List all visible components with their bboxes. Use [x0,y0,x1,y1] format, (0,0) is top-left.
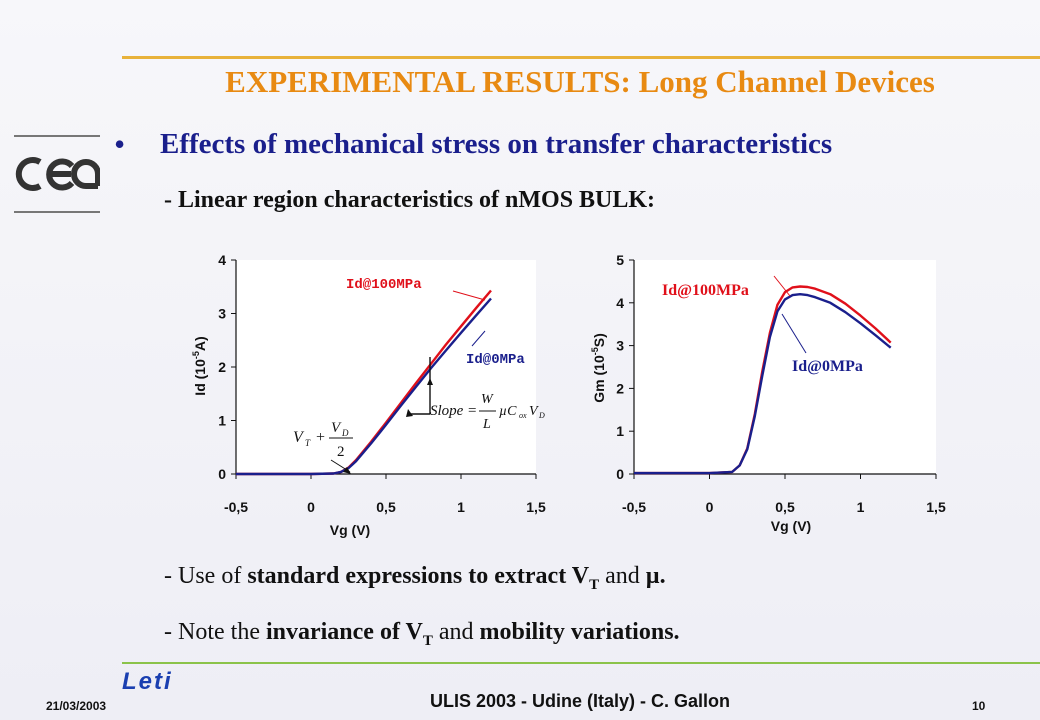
chart-gm-series-0mpa [634,293,892,475]
chart-gm-plot-area: 0 1 2 3 4 5 -0,5 0 0,5 1 1,5 [616,252,946,515]
chart-id-leader-0mpa [471,330,486,347]
chart-gm-y-tick-label: 5 [616,252,624,268]
svg-text:V: V [331,420,342,436]
chart-id-label-0mpa: Id@0MPa [466,352,525,368]
chart-id-x-tick-label: 1 [457,499,465,515]
chart-id-y-tick-label: 2 [218,359,226,375]
chart-gm-y-tick-label: 2 [616,380,624,396]
chart-gm-y-tick-label: 4 [616,295,624,311]
chart-id-x-tick-label: 0 [307,499,315,515]
note-extraction: - Use of standard expressions to extract… [164,563,666,593]
svg-text:V: V [293,429,305,446]
chart-id-ylabel: Id (10-5A) [191,336,208,395]
page-number: 10 [972,699,986,713]
chart-id-vg: 0 1 2 3 4 -0,5 0 0,5 1 1,5 Vg (V) Id (10-5A) Id@1… [191,252,546,538]
footer-date: 21/03/2003 [46,699,107,713]
chart-gm-y-tick-label: 3 [616,338,624,354]
chart-gm-x-tick-label: -0,5 [622,499,646,515]
svg-text:T: T [305,438,311,448]
slope-point-low [406,409,413,417]
svg-text:V: V [529,404,539,419]
chart-gm-x-tick-label: 0 [706,499,714,515]
svg-text:D: D [538,411,545,420]
chart-gm-xlabel: Vg (V) [771,518,811,534]
svg-text:2: 2 [337,444,345,460]
chart-gm-leader-0mpa [781,313,807,354]
svg-text:ox: ox [519,411,527,420]
svg-text:Slope: Slope [430,403,464,419]
top-rule [122,56,1040,59]
note-invariance: - Note the invariance of VT and mobility… [164,619,680,649]
chart-gm-ylabel: Gm (10-5S) [590,333,607,402]
chart-gm-y-tick-label: 0 [616,466,624,482]
chart-gm-x-tick-label: 1 [857,499,865,515]
svg-text:+: + [316,429,325,446]
svg-text:µC: µC [499,404,517,419]
svg-text:Leti: Leti [122,668,173,694]
chart-id-x-tick-label: 1,5 [526,499,546,515]
footer-title: ULIS 2003 - Udine (Italy) - C. Gallon [429,691,731,711]
chart-gm-vg: 0 1 2 3 4 5 -0,5 0 0,5 1 1,5 Vg (V) Gm (10-5S) Id@… [590,252,946,534]
chart-id-series-0mpa [236,297,492,476]
chart-id-x-tick-label: -0,5 [224,499,248,515]
slope-arrowhead [427,378,433,385]
cea-logo [14,135,100,213]
chart-gm-label-100mpa: Id@100MPa [662,282,749,299]
svg-text:L: L [482,417,491,432]
chart-id-xlabel: Vg (V) [330,522,370,538]
chart-id-y-tick-label: 0 [218,466,226,482]
chart-id-x-tick-label: 0,5 [376,499,396,515]
chart-id-y-tick-label: 4 [218,252,226,268]
vt-arrowhead [343,467,351,474]
chart-id-y-tick-label: 1 [218,413,226,429]
chart-gm-y-tick-label: 1 [616,423,624,439]
leti-logo: Leti [122,668,173,694]
bullet-dot: • [114,126,126,162]
chart-id-plot-area: 0 1 2 3 4 -0,5 0 0,5 1 1,5 [218,252,546,515]
chart-gm-x-tick-label: 0,5 [775,499,795,515]
svg-text:=: = [468,403,476,419]
slope-formula: Slope = W L µC ox V D [430,392,545,432]
chart-gm-x-tick-label: 1,5 [926,499,946,515]
svg-text:W: W [481,392,494,407]
chart-id-leader-100mpa [452,290,486,301]
bottom-rule [122,662,1040,664]
chart-gm-label-0mpa: Id@0MPa [792,358,863,375]
subheading: - Linear region characteristics of nMOS … [164,187,656,213]
vt-formula: V T + V D 2 [293,420,353,460]
slide-title: EXPERIMENTAL RESULTS: Long Channel Devic… [225,64,935,99]
chart-gm-leader-100mpa [773,275,791,297]
svg-text:D: D [341,428,349,438]
chart-id-label-100mpa: Id@100MPa [346,277,422,293]
chart-id-y-tick-label: 3 [218,306,226,322]
bullet-text: Effects of mechanical stress on transfer… [160,128,833,160]
